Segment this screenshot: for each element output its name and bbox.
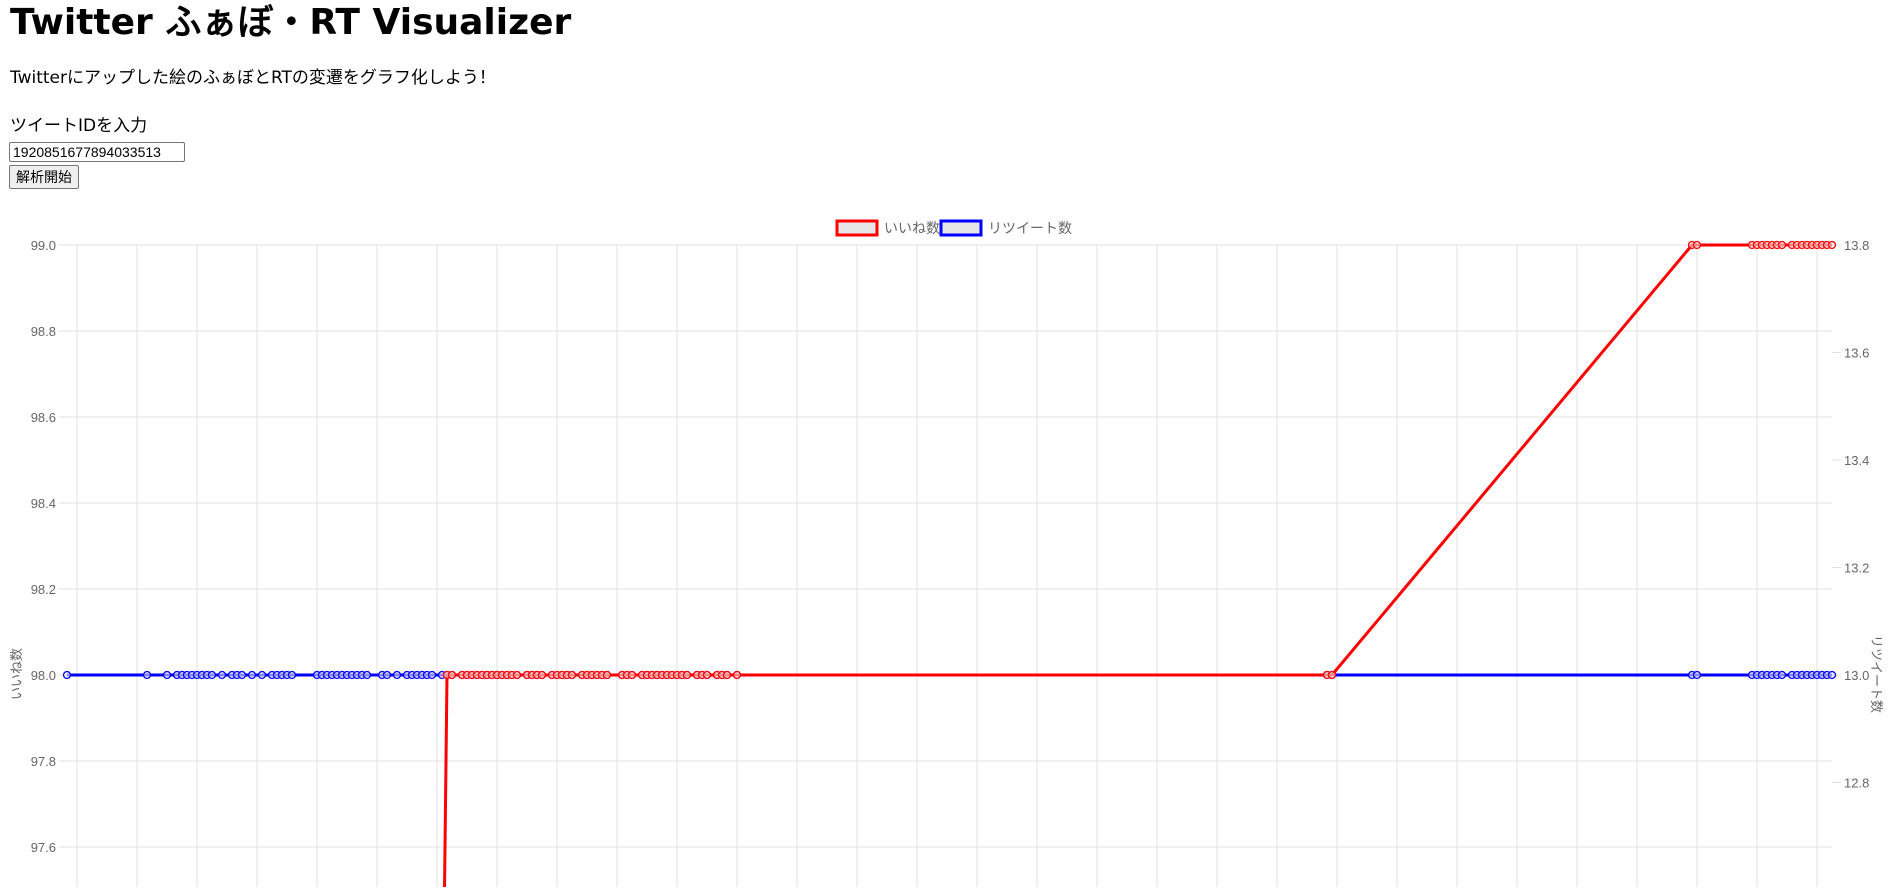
y-left-tick-label: 98.8 [31, 324, 56, 339]
data-point-likes [1692, 240, 1702, 250]
y-left-tick-label: 98.2 [31, 582, 56, 597]
data-point-retweets [207, 670, 217, 680]
y-right-tick-label: 12.8 [1844, 776, 1869, 791]
data-point-retweets [237, 670, 247, 680]
data-point-likes [732, 670, 742, 680]
legend: いいね数 リツイート数 [835, 219, 1072, 237]
tweet-id-label: ツイートIDを入力 [10, 116, 148, 136]
data-point-retweets [392, 670, 402, 680]
series-line-likes [443, 243, 1832, 888]
data-point-retweets [142, 670, 152, 680]
legend-label-likes[interactable]: いいね数 [884, 220, 940, 236]
page-title: Twitter ふぁぼ・RT Visualizer [10, 2, 572, 43]
y-left-tick-label: 98.4 [31, 496, 56, 511]
y-right-tick-label: 13.4 [1844, 453, 1869, 468]
series [62, 240, 1837, 888]
data-point-retweets [1692, 670, 1702, 680]
y-right-tick-label: 13.8 [1844, 238, 1869, 253]
data-point-likes [722, 670, 732, 680]
data-point-retweets [62, 670, 72, 680]
page-description: Twitterにアップした絵のふぁぼとRTの変遷をグラフ化しよう！ [10, 68, 496, 88]
analyze-button[interactable]: 解析開始 [9, 165, 79, 189]
data-point-retweets [217, 670, 227, 680]
y-right-tick-label: 13.2 [1844, 561, 1869, 576]
data-point-retweets [427, 670, 437, 680]
legend-swatch-retweets[interactable] [939, 219, 983, 237]
data-point-likes [702, 670, 712, 680]
data-point-retweets [1777, 670, 1787, 680]
data-point-likes [627, 670, 637, 680]
y-right-tick-label: 13.6 [1844, 346, 1869, 361]
y-left-tick-label: 97.8 [31, 754, 56, 769]
data-point-likes [602, 670, 612, 680]
data-point-retweets [162, 670, 172, 680]
axis-ticks: 99.0 98.8 98.6 98.4 98.2 98.0 97.8 97.6 13.8 13.6… [31, 238, 1870, 855]
data-point-likes [1327, 670, 1337, 680]
data-point-likes [447, 670, 457, 680]
data-point-likes [567, 670, 577, 680]
y-right-tick-label: 13.0 [1844, 668, 1869, 683]
grid [59, 244, 1841, 887]
tweet-id-input[interactable] [9, 142, 185, 162]
y-left-tick-label: 98.6 [31, 410, 56, 425]
data-point-likes [537, 670, 547, 680]
data-point-retweets [362, 670, 372, 680]
legend-swatch-likes[interactable] [835, 219, 879, 237]
data-point-retweets [287, 670, 297, 680]
y-right-axis-title: リツイート数 [1869, 635, 1884, 713]
y-left-axis-title: いいね数 [9, 648, 24, 700]
y-left-tick-label: 98.0 [31, 668, 56, 683]
legend-label-retweets[interactable]: リツイート数 [988, 220, 1072, 236]
y-left-tick-label: 99.0 [31, 238, 56, 253]
data-point-retweets [257, 670, 267, 680]
data-point-retweets [382, 670, 392, 680]
y-left-tick-label: 97.6 [31, 840, 56, 855]
data-point-likes [682, 670, 692, 680]
data-point-retweets [1827, 670, 1837, 680]
data-point-retweets [247, 670, 257, 680]
data-point-likes [1777, 240, 1787, 250]
data-point-likes [512, 670, 522, 680]
data-point-likes [1827, 240, 1837, 250]
